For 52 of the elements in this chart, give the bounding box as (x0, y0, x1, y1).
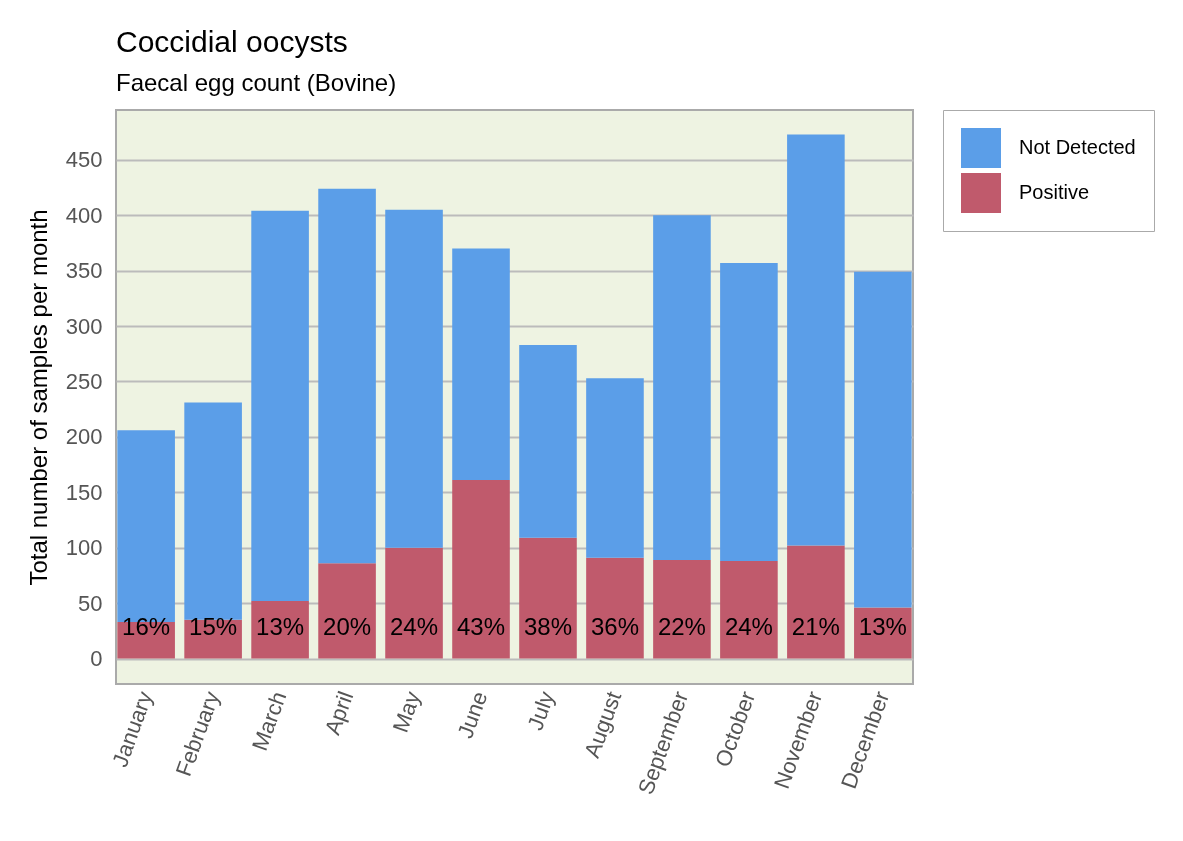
bar (519, 537, 577, 659)
legend-label: Not Detected (1019, 136, 1136, 158)
bar (787, 134, 845, 546)
chart-subtitle: Faecal egg count (Bovine) (116, 68, 397, 96)
y-tick-label: 100 (65, 535, 103, 561)
annotation: 13% (858, 612, 907, 640)
annotation: 43% (456, 612, 506, 640)
bar (318, 563, 376, 659)
y-tick-label: 250 (65, 368, 103, 394)
bar (452, 248, 510, 481)
bar (720, 262, 778, 561)
y-tick-label: 350 (65, 258, 103, 284)
x-tick-label: August (579, 688, 627, 761)
y-tick-label: 0 (90, 646, 103, 672)
x-tick-label: June (452, 688, 493, 742)
x-tick-label: April (319, 688, 359, 738)
x-tick-label: March (246, 688, 292, 755)
bar (854, 271, 912, 608)
annotation: 15% (189, 612, 238, 640)
y-tick-label: 50 (78, 590, 103, 616)
annotation: 20% (323, 612, 372, 640)
bar (787, 545, 845, 659)
y-tick-label: 300 (65, 313, 103, 339)
bar (653, 559, 711, 659)
annotation: 22% (657, 612, 706, 640)
bar (385, 209, 443, 548)
annotation: 13% (256, 612, 305, 640)
annotation: 24% (390, 612, 439, 640)
x-tick-label: July (522, 688, 560, 734)
y-tick-label: 200 (65, 424, 103, 450)
bar (720, 561, 778, 659)
y-tick-label: 450 (65, 147, 103, 173)
bar (452, 480, 510, 659)
legend-label: Positive (1019, 181, 1090, 203)
annotation: 36% (590, 612, 639, 640)
bar (653, 215, 711, 560)
chart-title: Coccidial oocysts (116, 24, 348, 58)
x-tick-label: May (387, 688, 426, 736)
bar (519, 344, 577, 538)
bar (318, 188, 376, 564)
bar (586, 378, 644, 558)
y-tick-label: 400 (65, 202, 103, 228)
y-axis-title: Total number of samples per month (24, 209, 52, 586)
bar (251, 210, 309, 601)
annotation: 21% (791, 612, 840, 640)
annotation: 38% (523, 612, 573, 640)
annotation: 24% (724, 612, 773, 640)
y-tick-label: 150 (65, 479, 103, 505)
bar (184, 402, 242, 620)
bar (251, 600, 309, 659)
bar (385, 547, 443, 659)
bar (586, 557, 644, 659)
